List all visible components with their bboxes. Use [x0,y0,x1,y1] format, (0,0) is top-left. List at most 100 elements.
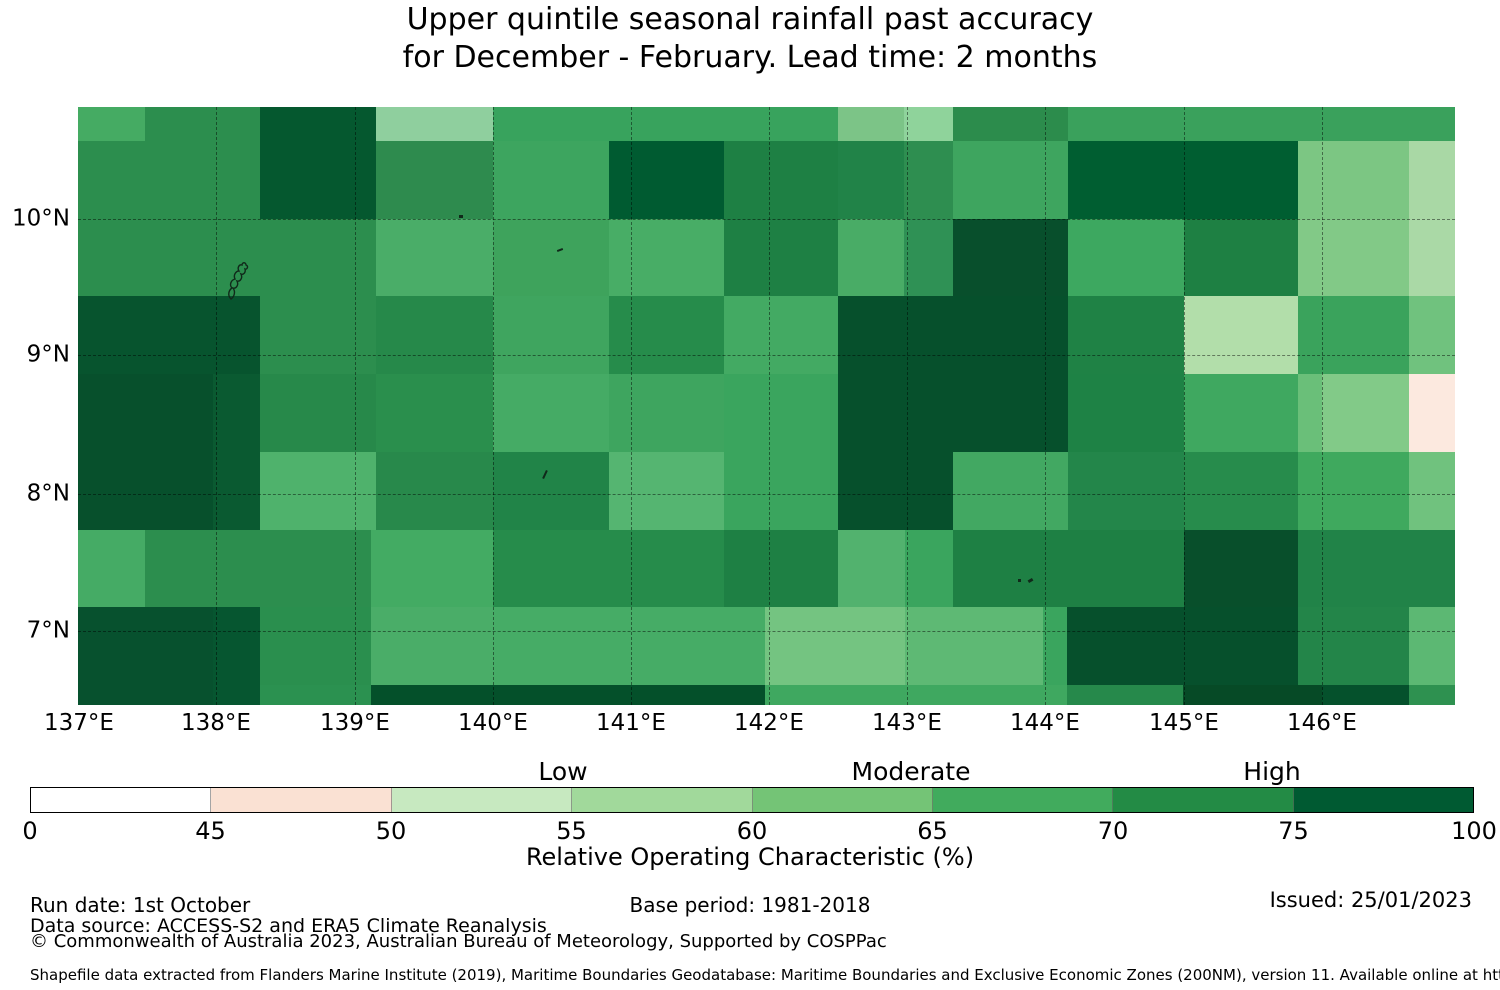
heatmap-cell [838,374,1068,452]
colorbar-tick-label: 100 [1451,817,1497,845]
heatmap-cell [904,141,953,219]
heatmap-cell [371,530,493,607]
heatmap-cell [953,452,1068,530]
heatmap-row [78,374,1455,452]
heatmap-cell [905,530,953,607]
x-axis-tick-label: 140°E [458,710,528,736]
y-axis-tick-label: 9°N [26,341,70,368]
heatmap-cell [609,374,724,452]
run-date-text: Run date: 1st October [30,893,251,917]
colorbar-tick-label: 50 [375,817,407,845]
roc-accuracy-heatmap [78,107,1455,705]
x-axis-tick-label: 139°E [320,710,390,736]
heatmap-cell [1068,296,1184,374]
heatmap-cell [78,685,213,705]
heatmap-cell [493,107,838,141]
y-axis-tick-label: 7°N [26,617,70,644]
heatmap-row [78,219,1455,296]
heatmap-cell [1183,685,1322,705]
heatmap-cell [724,374,838,452]
heatmap-cell [953,107,1068,141]
heatmap-cell [609,141,724,219]
data-source-text: Data source: ACCESS-S2 and ERA5 Climate … [30,915,547,937]
heatmap-cell [904,107,953,141]
heatmap-cell [838,141,904,219]
heatmap-cell [145,107,260,141]
roc-colorbar [30,787,1474,813]
copyright-text: © Commonwealth of Australia 2023, Austra… [30,931,887,952]
heatmap-cell [371,685,765,705]
heatmap-cell [376,219,493,296]
heatmap-cell [493,219,609,296]
heatmap-cell [1409,141,1455,219]
heatmap-cell [609,219,724,296]
heatmap-cell [493,374,609,452]
heatmap-cell [78,141,260,219]
colorbar-tick-label: 0 [22,817,38,845]
colorbar-tick-label: 65 [917,817,948,845]
heatmap-cell [724,530,838,607]
heatmap-cell [145,530,371,607]
heatmap-cell [78,374,213,452]
heatmap-cell [904,219,953,296]
heatmap-cell [213,607,260,685]
heatmap-row [78,141,1455,219]
heatmap-cell [493,296,609,374]
heatmap-cell [953,219,1068,296]
heatmap-cell [1067,685,1183,705]
colorbar-segment-65-70 [932,788,1114,812]
heatmap-cell [724,219,838,296]
colorbar-tick-label: 70 [1097,817,1129,845]
heatmap-cell [260,107,376,141]
colorbar-segment-75-100 [1293,788,1473,812]
heatmap-cell [1298,219,1409,296]
colorbar-tick-label: 45 [195,817,226,845]
heatmap-cell [493,452,609,530]
heatmap-cell [724,141,838,219]
x-axis-tick-label: 146°E [1287,710,1357,736]
y-axis-tick-label: 10°N [12,205,70,232]
heatmap-cell [1184,530,1298,607]
heatmap-cell [1409,685,1455,705]
heatmap-cell [609,452,724,530]
heatmap-cell [78,219,376,296]
heatmap-cell [1298,374,1322,452]
heatmap-cell [1298,530,1455,607]
heatmap-cell [213,452,260,530]
x-axis-tick-label: 138°E [181,710,251,736]
heatmap-cell [765,607,905,685]
heatmap-row [78,530,1455,607]
colorbar-axis-title: Relative Operating Characteristic (%) [525,843,975,871]
heatmap-row [78,452,1455,530]
heatmap-cell [1409,452,1455,530]
heatmap-row [78,107,1455,141]
heatmap-cell [376,107,493,141]
issued-date-text: Issued: 25/01/2023 [1269,888,1472,912]
heatmap-cell [260,685,371,705]
heatmap-cell [260,374,376,452]
x-axis-tick-label: 145°E [1149,710,1219,736]
heatmap-cell [78,530,145,607]
heatmap-cell [1409,607,1455,685]
heatmap-cell [376,296,493,374]
colorbar-tick-label: 60 [736,817,768,845]
heatmap-cell [1409,374,1455,452]
heatmap-cell [213,374,260,452]
heatmap-cell [1184,296,1298,374]
heatmap-cell [838,452,953,530]
heatmap-cell [260,607,371,685]
heatmap-cell [1298,607,1409,685]
heatmap-cell [1184,374,1298,452]
heatmap-cell [493,141,609,219]
small-island-mark [1018,579,1021,582]
heatmap-cell [1067,607,1298,685]
heatmap-cell [838,219,904,296]
shapefile-note-text: Shapefile data extracted from Flanders M… [30,966,1500,984]
heatmap-cell [78,107,145,141]
heatmap-cell [1184,219,1298,296]
heatmap-cell [78,296,260,374]
heatmap-cell [260,452,376,530]
heatmap-cell [724,452,838,530]
heatmap-cell [1409,219,1455,296]
heatmap-cell [78,607,213,685]
